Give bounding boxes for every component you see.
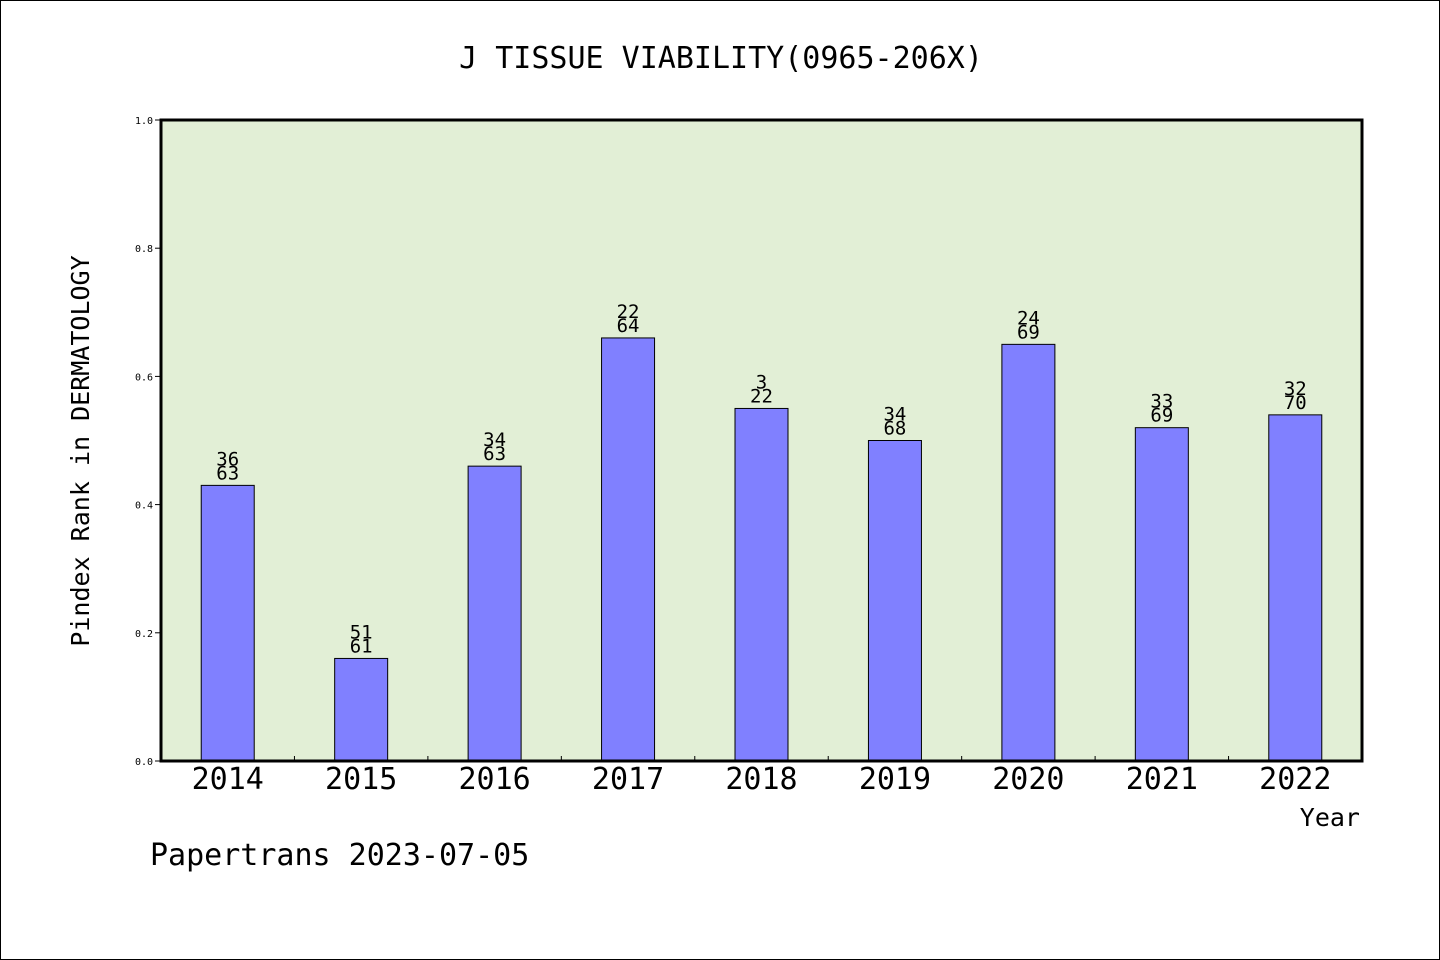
data-label-bottom: 69 (1017, 321, 1040, 343)
data-label-top: 33 (1150, 391, 1173, 413)
data-label-bottom: 22 (750, 385, 773, 407)
data-label-top: 51 (350, 621, 373, 643)
data-label-top: 34 (883, 404, 906, 426)
data-label-top: 36 (216, 448, 239, 470)
y-tick-label: 0.8 (135, 244, 153, 255)
data-label-bottom: 61 (350, 635, 373, 657)
y-tick-label: 0.0 (135, 757, 153, 768)
y-tick-label: 0.6 (135, 372, 153, 383)
data-label-bottom: 64 (617, 315, 640, 337)
plot-frame (159, 118, 1364, 763)
y-tick-label: 0.2 (135, 629, 153, 640)
credit-text: Papertrans 2023-07-05 (150, 838, 529, 873)
data-label-bottom: 69 (1150, 405, 1173, 427)
x-tick-label: 2016 (458, 762, 530, 797)
data-label-top: 22 (617, 301, 640, 323)
x-tick-label: 2015 (325, 762, 397, 797)
data-label-bottom: 63 (483, 443, 506, 465)
x-tick-label: 2022 (1259, 762, 1331, 797)
data-label-top: 34 (483, 429, 506, 451)
data-label-top: 32 (1284, 378, 1307, 400)
x-axis-title: Year (1300, 803, 1360, 832)
bar-2017 (601, 337, 656, 762)
y-axis: 0.0 0.2 0.4 0.6 0.8 1.0 (135, 116, 161, 768)
bar-2020 (1001, 343, 1056, 762)
x-tick-label: 2021 (1126, 762, 1198, 797)
data-label-top: 24 (1017, 307, 1040, 329)
x-tick-label: 2019 (859, 762, 931, 797)
bar-2014 (200, 484, 255, 762)
bar-2019 (867, 440, 922, 762)
data-label-bottom: 68 (883, 418, 906, 440)
x-tick-label: 2017 (592, 762, 664, 797)
bar-2016 (467, 465, 522, 762)
bar-2021 (1134, 427, 1189, 762)
y-tick-label: 0.4 (135, 501, 153, 512)
data-label-bottom: 63 (216, 462, 239, 484)
chart-title: J TISSUE VIABILITY(0965-206X) (459, 41, 983, 76)
bar-2018 (734, 407, 789, 762)
bar-2015 (334, 657, 389, 762)
x-axis: 2014 2015 2016 2017 2018 2019 2020 2021 2022 (192, 756, 1331, 797)
x-tick-label: 2014 (192, 762, 264, 797)
data-label-top: 3 (756, 371, 767, 393)
y-tick-label: 1.0 (135, 116, 153, 127)
bars-layer (200, 337, 1323, 762)
bar-2022 (1268, 414, 1323, 762)
x-tick-label: 2020 (992, 762, 1064, 797)
x-tick-label: 2018 (725, 762, 797, 797)
data-label-bottom: 70 (1284, 392, 1307, 414)
y-axis-title: Pindex Rank in DERMATOLOGY (66, 255, 95, 646)
